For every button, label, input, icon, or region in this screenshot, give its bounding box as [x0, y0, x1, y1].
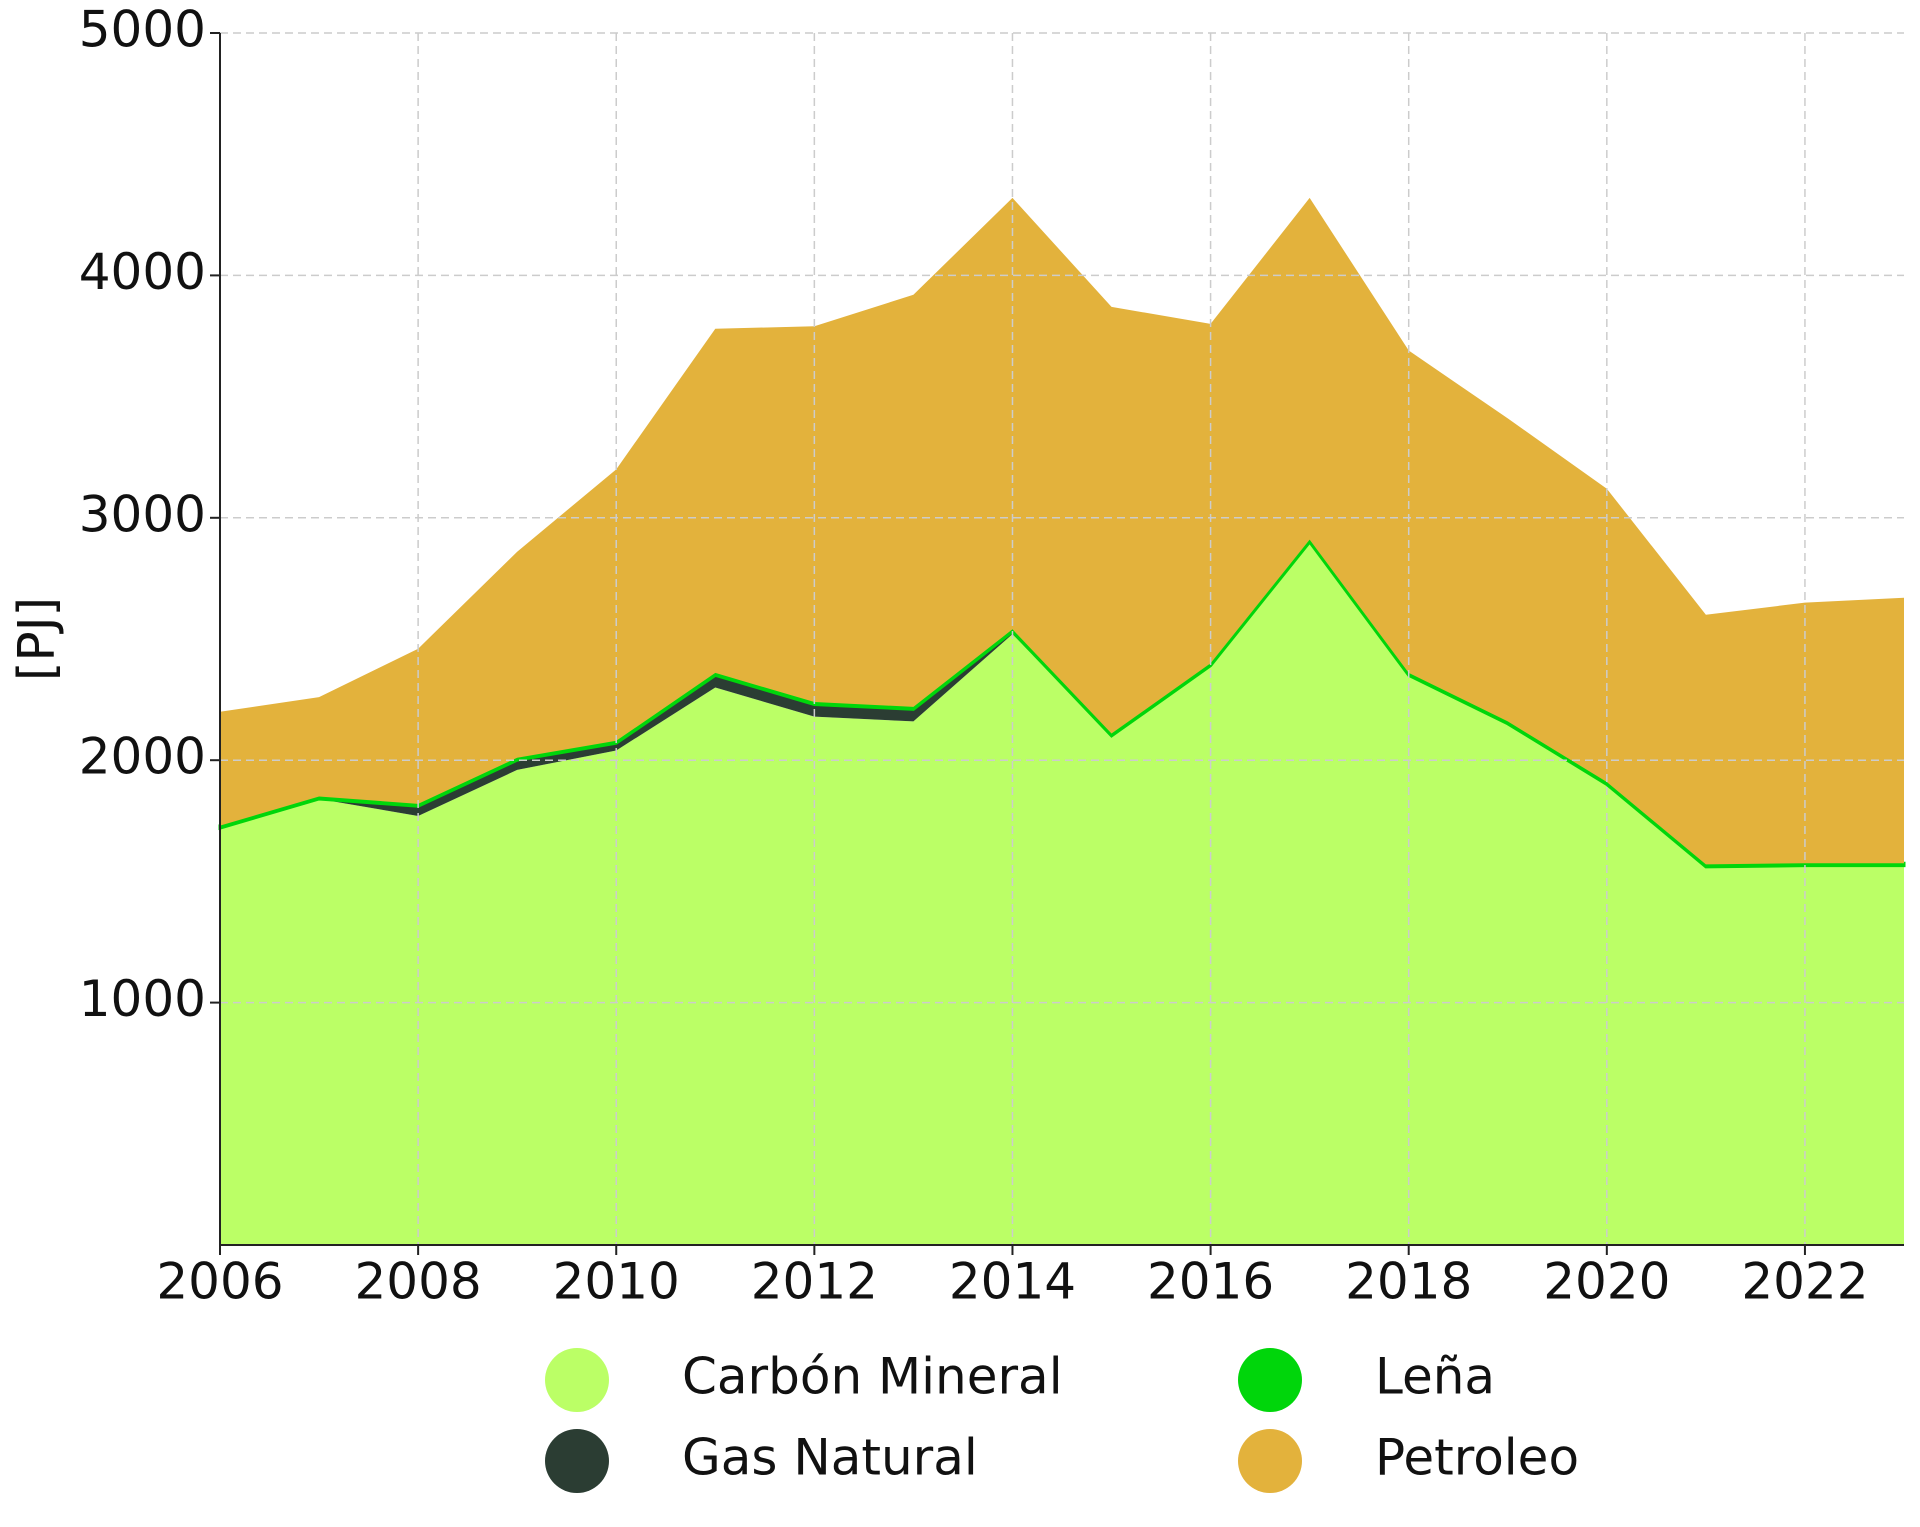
y-tick-label: 3000: [79, 485, 206, 543]
x-tick-label: 2008: [354, 1253, 481, 1311]
axes: 1000 2000 3000 4000 5000 2006 2008 2010 2012 2014…: [79, 1, 1904, 1311]
x-tick-label: 2012: [751, 1253, 878, 1311]
y-tick-label: 5000: [79, 1, 206, 59]
y-tick-label: 1000: [79, 970, 206, 1028]
legend-marker: [1238, 1429, 1302, 1493]
legend-label: Gas Natural: [682, 1429, 978, 1487]
area: [220, 197, 1904, 865]
legend-label: Carbón Mineral: [682, 1348, 1063, 1406]
x-tick-label: 2010: [553, 1253, 680, 1311]
legend-label: Leña: [1375, 1348, 1495, 1406]
legend-marker: [1238, 1348, 1302, 1412]
y-tick-label: 2000: [79, 728, 206, 786]
x-tick-label: 2016: [1147, 1253, 1274, 1311]
area: [220, 542, 1904, 1245]
x-tick-label: 2018: [1345, 1253, 1472, 1311]
legend-marker: [545, 1429, 609, 1493]
plot-area: [218, 197, 1906, 1245]
y-tick-label: 4000: [79, 243, 206, 301]
legend-marker: [545, 1348, 609, 1412]
x-tick-label: 2020: [1543, 1253, 1670, 1311]
x-tick-label: 2006: [156, 1253, 283, 1311]
x-tick-label: 2014: [949, 1253, 1076, 1311]
legend-label: Petroleo: [1375, 1429, 1579, 1487]
y-axis-label: [PJ]: [8, 597, 66, 681]
x-tick-label: 2022: [1741, 1253, 1868, 1311]
legend: Carbón Mineral Gas Natural Leña Petroleo: [545, 1348, 1579, 1493]
